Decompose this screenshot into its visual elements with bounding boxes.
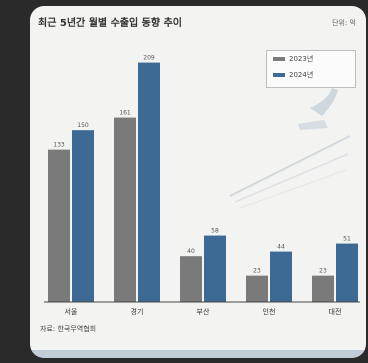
bar-value-label-2-4: 44 [277,244,285,251]
legend-swatch-series-2 [273,73,285,77]
legend-item-series-1: 2023년 [267,51,355,67]
chart-title: 최근 5년간 월별 수출입 동향 추이 [38,18,182,29]
bar-1-4 [246,275,268,302]
bar-2-2 [138,62,160,302]
x-tick-label-3: 부산 [197,307,210,316]
x-tick-label-1: 서울 [65,307,78,316]
bar-1-3 [180,256,202,302]
x-tick-label-4: 인천 [263,307,276,316]
x-tick-labels-group: 서울 경기 부산 인천 대전 [65,307,342,316]
decorative-illustration [229,88,351,209]
legend-swatch-series-1 [273,57,285,61]
bar-value-label-2-1: 150 [77,122,89,129]
x-tick-label-2: 경기 [131,307,144,316]
bar-value-label-1-4: 23 [253,268,261,275]
bar-value-label-2-5: 51 [343,236,351,243]
unit-label: 단위: 억 [332,19,356,27]
bar-1-1 [48,149,70,302]
bottom-strip [30,350,366,358]
bar-chart: 133 150 161 209 40 58 23 44 23 51 서울 경기 부산 인천 대전 [44,55,360,316]
bar-2-3 [204,235,226,302]
bar-value-label-2-2: 209 [143,55,155,62]
bar-value-label-1-3: 40 [187,248,195,255]
legend-item-series-2: 2024년 [267,67,355,83]
legend-label-series-2: 2024년 [289,71,314,79]
bar-2-4 [270,251,292,302]
x-tick-label-5: 대전 [329,307,342,316]
bars-group [48,62,358,302]
legend: 2023년 2024년 [266,50,356,88]
legend-label-series-1: 2023년 [289,55,314,63]
chart-card: 최근 5년간 월별 수출입 동향 추이 단위: 억 133 150 161 209 40… [30,6,366,358]
value-labels-group: 133 150 161 209 40 58 23 44 23 51 [53,55,351,275]
bar-1-5 [312,275,334,302]
bar-value-label-1-1: 133 [53,142,65,149]
source-note: 자료: 한국무역협회 [40,325,97,333]
bar-2-5 [336,243,358,302]
bar-value-label-1-2: 161 [119,110,131,117]
bar-1-2 [114,117,136,302]
bar-value-label-2-3: 58 [211,228,219,235]
bar-2-1 [72,130,94,302]
bar-value-label-1-5: 23 [319,268,327,275]
